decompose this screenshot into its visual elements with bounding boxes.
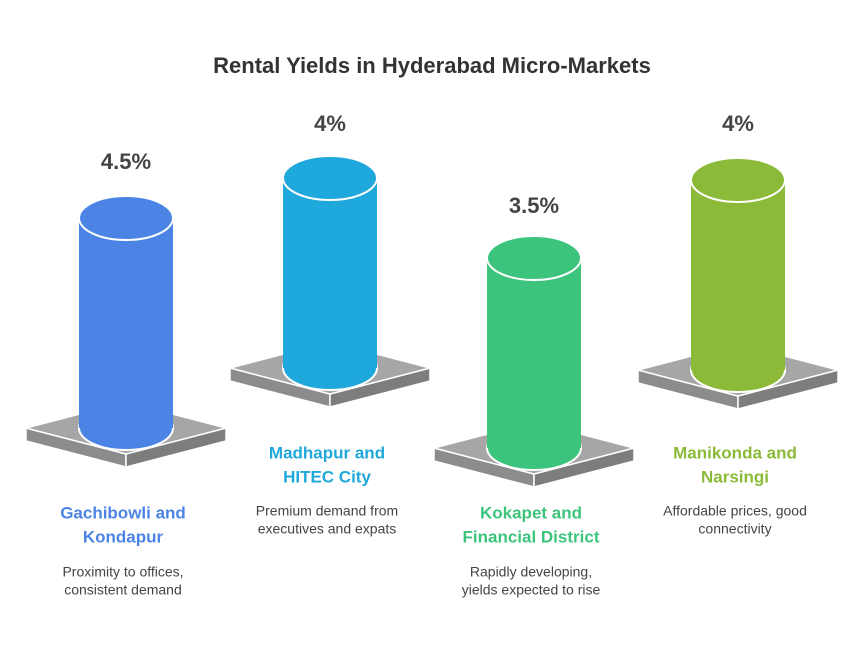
cylinder-body [283, 178, 377, 368]
title: Rental Yields in Hyderabad Micro-Markets [213, 53, 651, 78]
item-description: consistent demand [64, 582, 182, 598]
item-name: Gachibowli and [60, 503, 186, 522]
item-description: Rapidly developing, [470, 564, 592, 580]
item-description: yields expected to rise [462, 582, 601, 598]
item-name: Financial District [463, 527, 600, 546]
item-description: Affordable prices, good [663, 503, 807, 519]
value-label: 4% [314, 111, 346, 136]
cylinder-top [486, 235, 582, 281]
cylinder-top [78, 195, 174, 241]
item-description: connectivity [698, 521, 771, 537]
item-name: Narsingi [701, 467, 769, 486]
cylinder-body [487, 258, 581, 448]
cylinder-body [79, 218, 173, 428]
item-description: executives and expats [258, 521, 397, 537]
item-name: Kondapur [83, 527, 164, 546]
cylinder-body [691, 180, 785, 370]
value-label: 4.5% [101, 149, 151, 174]
item-name: HITEC City [283, 467, 371, 486]
cylinder-top [690, 157, 786, 203]
item-name: Manikonda and [673, 443, 797, 462]
value-label: 4% [722, 111, 754, 136]
item-name: Madhapur and [269, 443, 385, 462]
item-description: Proximity to offices, [62, 564, 183, 580]
item-name: Kokapet and [480, 503, 582, 522]
value-label: 3.5% [509, 193, 559, 218]
item-description: Premium demand from [256, 503, 398, 519]
cylinder-top [282, 155, 378, 201]
